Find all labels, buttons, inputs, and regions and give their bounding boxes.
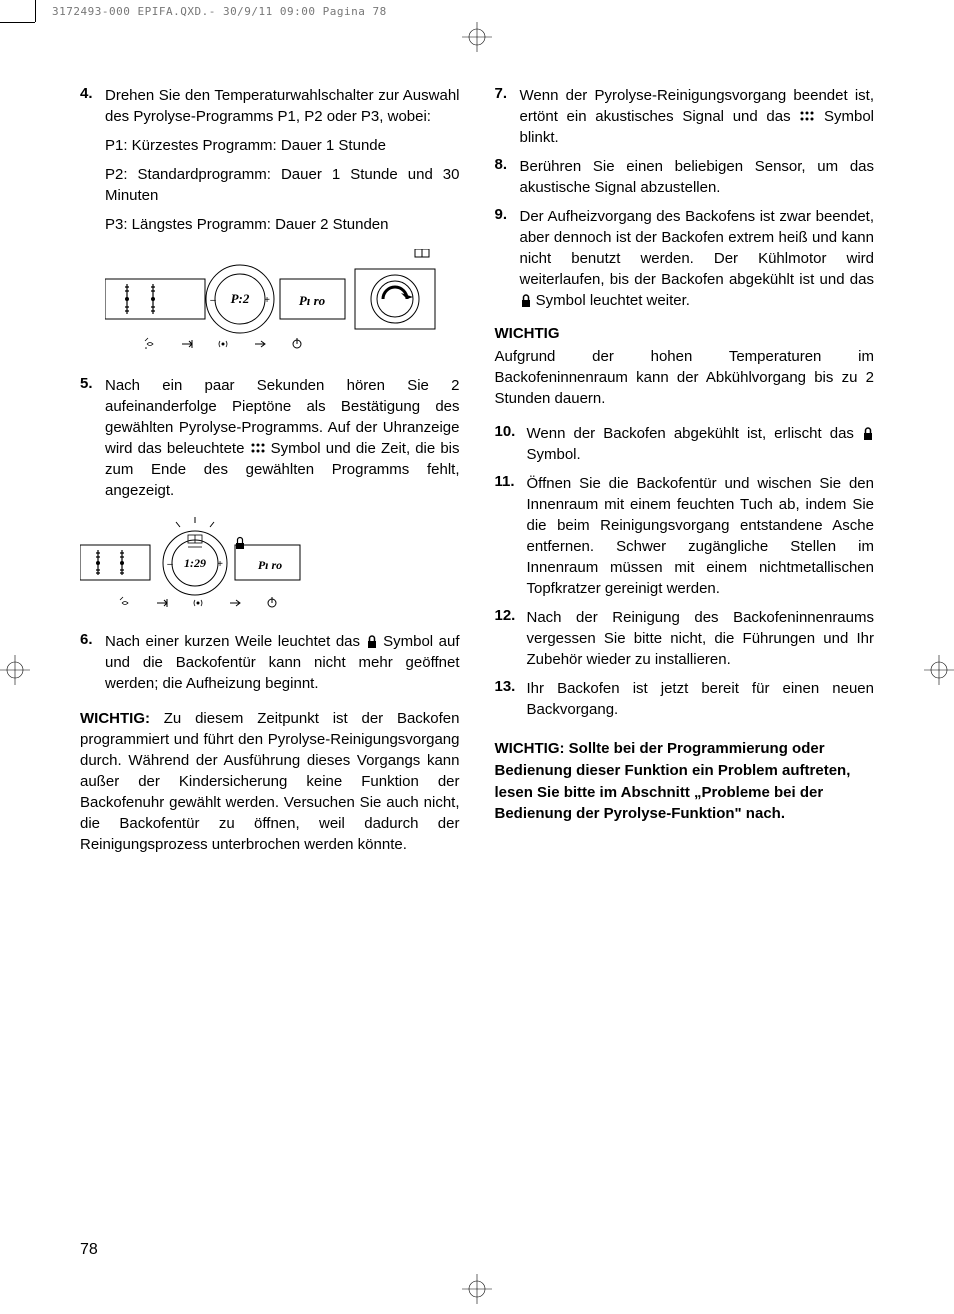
item9-text-b: Symbol leuchtet weiter.	[532, 292, 690, 309]
list-item-4: 4. Drehen Sie den Temperaturwahlschalter…	[80, 85, 460, 235]
item-number: 7.	[495, 85, 520, 148]
item4-text: Drehen Sie den Temperaturwahlschalter zu…	[105, 87, 460, 125]
item-number: 5.	[80, 375, 105, 501]
item-body: Wenn der Pyrolyse-Reinigungsvorgang been…	[520, 85, 875, 148]
item10-text-a: Wenn der Backofen abgekühlt ist, erlisch…	[527, 425, 863, 442]
page-content: 4. Drehen Sie den Temperaturwahlschalter…	[80, 85, 874, 869]
lock-icon	[366, 634, 378, 648]
left-column: 4. Drehen Sie den Temperaturwahlschalter…	[80, 85, 460, 869]
wichtig-paragraph: WICHTIG: Zu diesem Zeitpunkt ist der Bac…	[80, 708, 460, 855]
item-body: Berühren Sie einen beliebigen Sensor, um…	[520, 156, 875, 198]
item-number: 8.	[495, 156, 520, 198]
crop-mark-top	[462, 22, 492, 52]
svg-text:1:29: 1:29	[184, 556, 206, 570]
lock-icon	[862, 426, 874, 440]
figure-2: – + 1:29 Pı ro	[80, 515, 460, 615]
list-item-5: 5. Nach ein paar Sekunden hören Sie 2 au…	[80, 375, 460, 501]
item4-p3: P3: Längstes Programm: Dauer 2 Stunden	[105, 214, 460, 235]
item-number: 6.	[80, 631, 105, 694]
crop-mark-left	[0, 655, 30, 685]
item6-text-a: Nach einer kurzen Weile leuchtet das	[105, 633, 366, 650]
list-item-8: 8. Berühren Sie einen beliebigen Sensor,…	[495, 156, 875, 198]
item9-text-a: Der Aufheizvorgang des Backofens ist zwa…	[520, 208, 875, 288]
item4-p1: P1: Kürzestes Programm: Dauer 1 Stunde	[105, 135, 460, 156]
list-item-6: 6. Nach einer kurzen Weile leuchtet das …	[80, 631, 460, 694]
list-item-7: 7. Wenn der Pyrolyse-Reinigungsvorgang b…	[495, 85, 875, 148]
svg-text:–: –	[167, 559, 173, 570]
item-number: 11.	[495, 473, 527, 599]
list-item-9: 9. Der Aufheizvorgang des Backofens ist …	[495, 206, 875, 311]
list-item-13: 13. Ihr Backofen ist jetzt bereit für ei…	[495, 678, 875, 720]
right-column: 7. Wenn der Pyrolyse-Reinigungsvorgang b…	[495, 85, 875, 869]
item10-text-b: Symbol.	[527, 446, 581, 463]
crop-mark-bottom	[462, 1274, 492, 1304]
crop-mark	[0, 22, 35, 23]
wichtig-head: WICHTIG	[495, 325, 875, 342]
item-number: 13.	[495, 678, 527, 720]
wichtig-text: Zu diesem Zeitpunkt ist der Backofen pro…	[80, 710, 460, 853]
item-body: Wenn der Backofen abgekühlt ist, erlisch…	[527, 423, 875, 465]
item-body: Nach einer kurzen Weile leuchtet das Sym…	[105, 631, 460, 694]
crop-mark	[35, 0, 36, 22]
item-number: 12.	[495, 607, 527, 670]
item-body: Drehen Sie den Temperaturwahlschalter zu…	[105, 85, 460, 235]
wichtig-label: WICHTIG:	[80, 710, 150, 727]
crop-mark-right	[924, 655, 954, 685]
item-body: Nach der Reinigung des Backofeninnenraum…	[527, 607, 875, 670]
lock-icon	[520, 293, 532, 307]
svg-text:Pı ro: Pı ro	[258, 558, 282, 572]
item-body: Ihr Backofen ist jetzt bereit für einen …	[527, 678, 875, 720]
list-item-12: 12. Nach der Reinigung des Backofeninnen…	[495, 607, 875, 670]
wichtig-paragraph-2: Aufgrund der hohen Temperaturen im Backo…	[495, 346, 875, 409]
item-number: 4.	[80, 85, 105, 235]
figure-1: – + P:2 Pı ro	[105, 249, 460, 359]
header-meta: 3172493-000 EPIFA.QXD.- 30/9/11 09:00 Pa…	[52, 5, 387, 18]
svg-text:P:2: P:2	[231, 291, 250, 306]
svg-text:+: +	[264, 295, 270, 306]
item-body: Der Aufheizvorgang des Backofens ist zwa…	[520, 206, 875, 311]
page-number: 78	[80, 1241, 98, 1259]
item-body: Nach ein paar Sekunden hören Sie 2 aufei…	[105, 375, 460, 501]
item-body: Öffnen Sie die Backofentür und wischen S…	[527, 473, 875, 599]
list-item-11: 11. Öffnen Sie die Backofentür und wisch…	[495, 473, 875, 599]
final-paragraph: WICHTIG: Sollte bei der Programmierung o…	[495, 738, 875, 825]
svg-text:–: –	[210, 295, 216, 306]
dots-icon	[250, 441, 266, 455]
dots-icon	[799, 109, 815, 123]
item-number: 10.	[495, 423, 527, 465]
svg-text:Pı ro: Pı ro	[299, 293, 326, 308]
list-item-10: 10. Wenn der Backofen abgekühlt ist, erl…	[495, 423, 875, 465]
item-number: 9.	[495, 206, 520, 311]
item4-p2: P2: Standardprogramm: Dauer 1 Stunde und…	[105, 164, 460, 206]
svg-text:+: +	[217, 559, 223, 570]
